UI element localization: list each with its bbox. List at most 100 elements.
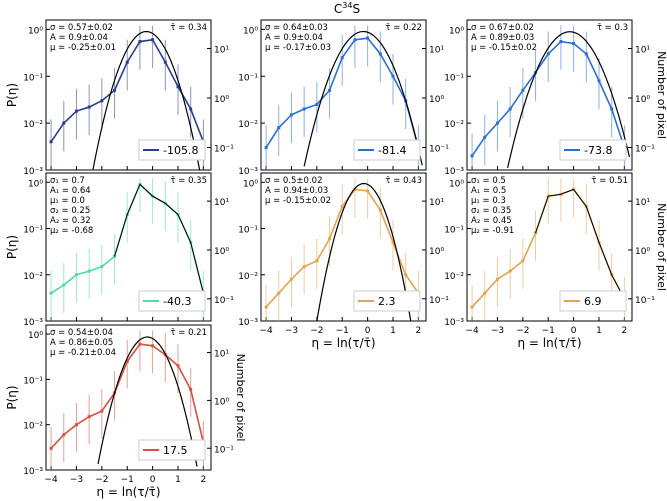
data-series-line [50, 343, 205, 449]
fit-curve [507, 31, 631, 168]
y-tick-label: 10⁻¹ [238, 73, 258, 83]
y-tick-label: 10⁻² [238, 120, 258, 130]
x-tick-label: −4 [44, 475, 58, 485]
x-tick-label: −3 [70, 475, 83, 485]
legend-box [138, 290, 206, 312]
y-right-tick-label: 10¹ [214, 198, 229, 208]
fit-parameter: σ = 0.5±0.02 [265, 176, 322, 186]
y-tick-label: 10⁻¹ [444, 226, 464, 236]
x-tick-label: −2 [516, 326, 529, 336]
tau-label: τ̄ = 0.51 [591, 176, 628, 186]
y-tick-label: 10⁻³ [444, 167, 464, 177]
y-tick-label: 10⁻¹ [23, 73, 43, 83]
y-tick-label: 10⁻³ [444, 318, 464, 328]
x-tick-label: −1 [336, 326, 349, 336]
x-tick-label: 2 [622, 326, 628, 336]
y-right-tick-label: 10⁻¹ [635, 145, 655, 155]
y-right-tick-label: 10¹ [214, 350, 229, 360]
y-right-tick-label: 10⁻¹ [214, 296, 234, 306]
y-tick-label: 10⁻³ [238, 167, 258, 177]
y-tick-label: 10⁻² [238, 272, 258, 282]
y-right-tick-label: 10⁻¹ [635, 296, 655, 306]
plot-frame [466, 172, 633, 322]
y-tick-label: 10⁻¹ [444, 73, 464, 83]
data-series-line [471, 40, 626, 157]
x-tick-label: 1 [390, 326, 396, 336]
y-right-tick-label: 10⁰ [635, 247, 650, 257]
y-tick-label: 10⁰ [28, 331, 43, 341]
y-right-tick-label: 10⁰ [429, 247, 444, 257]
fit-parameter: μ = -0.21±0.04 [50, 348, 116, 358]
fit-parameter: μ₁ = 0.0 [50, 196, 85, 206]
legend-label: 6.9 [584, 295, 602, 308]
fit-parameter: σ₁ = 0.5 [471, 176, 506, 186]
y-tick-label: 10⁻¹ [23, 226, 43, 236]
legend-box [559, 290, 627, 312]
tau-label: τ̄ = 0.22 [385, 23, 422, 33]
y-tick-label: 10⁻³ [23, 167, 43, 177]
x-tick-label: 1 [175, 475, 181, 485]
data-series-line [265, 37, 420, 149]
y-tick-label: 10⁻² [23, 272, 43, 282]
plot-frame [260, 172, 427, 322]
y-right-tick-label: 10⁻¹ [429, 296, 449, 306]
y-tick-label: 10⁰ [243, 26, 258, 36]
legend-label: 2.3 [378, 295, 396, 308]
y-right-axis-label: Number of pixel [234, 354, 247, 442]
legend-box [138, 439, 206, 461]
fit-parameter: σ = 0.64±0.03 [265, 23, 328, 33]
y-tick-label: 10⁻³ [238, 318, 258, 328]
y-right-tick-label: 10¹ [635, 198, 650, 208]
legend-label: -40.3 [163, 295, 191, 308]
legend-label: -105.8 [163, 144, 198, 157]
fit-parameter: A = 0.89±0.03 [471, 33, 534, 43]
y-axis-label: P(η) [5, 83, 19, 107]
x-tick-label: 1 [596, 326, 602, 336]
x-tick-label: −2 [310, 326, 323, 336]
y-axis-label: P(η) [5, 385, 19, 409]
plot-frame [45, 19, 212, 171]
x-axis-label: η = ln(τ/τ̄) [311, 336, 375, 350]
fit-parameter: μ₂ = -0.91 [471, 226, 514, 236]
y-right-tick-label: 10⁰ [429, 95, 444, 105]
x-axis-label: η = ln(τ/τ̄) [517, 336, 581, 350]
plot-frame [45, 324, 212, 471]
fit-parameter: μ = -0.17±0.03 [265, 43, 331, 53]
legend-box [559, 139, 627, 161]
tau-label: τ̄ = 0.35 [170, 176, 207, 186]
x-tick-label: −4 [465, 326, 479, 336]
x-tick-label: 0 [150, 475, 156, 485]
fit-parameter: A₂ = 0.32 [50, 216, 91, 226]
chart-panel: 10⁻³ 10⁻² 10⁻¹ 10⁰ 10⁻¹ 10⁰ 10¹ −4 −3 −2 −1 0 1 2 σ = … [238, 172, 449, 350]
y-tick-label: 10⁻³ [23, 318, 43, 328]
plot-frame [260, 19, 427, 171]
fit-parameter: σ = 0.67±0.02 [471, 23, 534, 33]
x-tick-label: 2 [201, 475, 207, 485]
plot-frame [45, 172, 212, 322]
data-series-line [265, 188, 420, 308]
fit-parameter: A = 0.9±0.04 [50, 33, 108, 43]
y-tick-label: 10⁻² [23, 422, 43, 432]
chart-panel: 10⁻³ 10⁻² 10⁻¹ 10⁰ 10⁻¹ 10⁰ 10¹ −4 −3 −2 −1 0 1 2 σ₁ =… [444, 172, 667, 350]
legend-label: 17.5 [163, 444, 188, 457]
fit-curve [92, 30, 201, 170]
x-tick-label: −2 [95, 475, 108, 485]
data-series-line [50, 38, 205, 143]
y-tick-label: 10⁻³ [23, 467, 43, 477]
tau-label: τ̄ = 0.34 [170, 23, 207, 33]
chart-panel: 10⁻³ 10⁻² 10⁻¹ 10⁰ 10⁻¹ 10⁰ 10¹ σ = 0.64±0.03A … [238, 19, 449, 177]
y-tick-label: 10⁻¹ [23, 376, 43, 386]
fit-parameter: μ = -0.15±0.02 [265, 196, 331, 206]
y-right-tick-label: 10⁻¹ [214, 145, 234, 155]
fit-parameter: μ₁ = 0.3 [471, 196, 506, 206]
y-right-axis-label: Number of pixel [655, 51, 667, 139]
fit-parameter: σ₂ = 0.25 [50, 206, 90, 216]
chart-panel: 10⁻³ 10⁻² 10⁻¹ 10⁰ 10⁻¹ 10⁰ 10¹ σ = 0.67±0.02A … [444, 19, 667, 177]
y-right-tick-label: 10¹ [429, 46, 444, 56]
x-tick-label: 0 [571, 326, 577, 336]
tau-label: τ̄ = 0.43 [385, 176, 422, 186]
x-tick-label: −1 [542, 326, 555, 336]
y-right-tick-label: 10⁰ [635, 95, 650, 105]
figure-title: C34S [334, 1, 360, 16]
